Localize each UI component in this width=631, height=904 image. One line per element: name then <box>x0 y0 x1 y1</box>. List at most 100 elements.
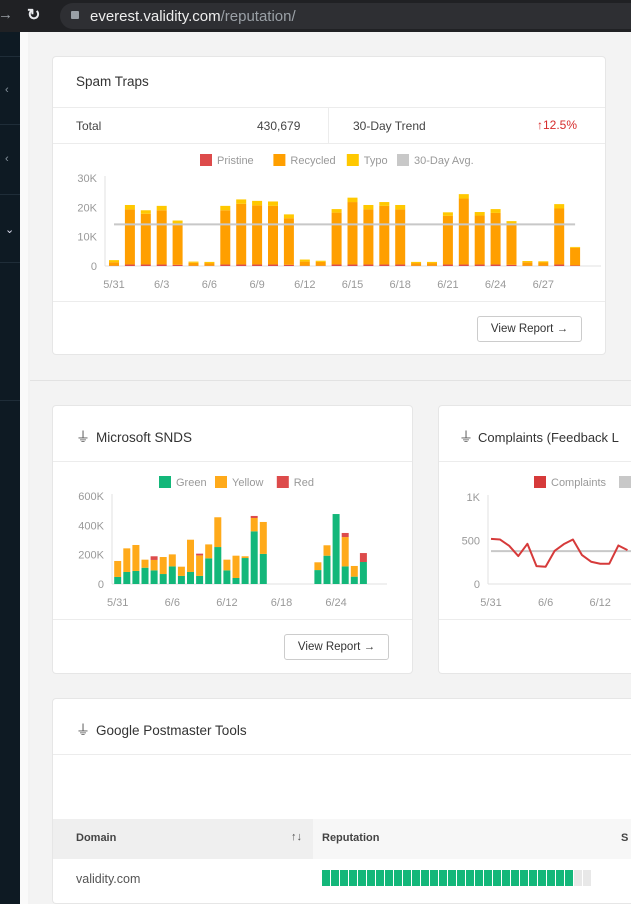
arrow-right-icon: → <box>556 323 569 335</box>
bar-typo <box>172 220 183 225</box>
bar-green <box>123 571 131 584</box>
legend-swatch <box>215 476 227 488</box>
bar-recycled <box>442 215 453 265</box>
view-report-button[interactable]: View Report → <box>284 634 389 660</box>
button-label: View Report <box>297 641 361 653</box>
arrow-right-icon: → <box>363 641 376 653</box>
x-tick-label: 6/6 <box>538 597 553 609</box>
chevron-down-icon[interactable]: ⌄ <box>5 224 15 236</box>
bar-yellow <box>205 544 213 559</box>
bar-typo <box>538 261 549 263</box>
bar-recycled <box>427 263 437 266</box>
content-left-edge <box>20 32 28 904</box>
card-header: ⏚ Complaints (Feedback L <box>459 427 619 447</box>
legend-label: Green <box>176 477 207 489</box>
complaints-card: ⏚ Complaints (Feedback L Complaints 0 500 1K… <box>438 405 631 674</box>
view-report-button[interactable]: View Report → <box>477 316 582 342</box>
bar-yellow <box>159 557 167 575</box>
bar-typo <box>283 214 294 219</box>
bar-typo <box>236 199 247 204</box>
plug-icon: ⏚ <box>76 722 90 738</box>
bar-pristine <box>124 264 135 266</box>
card-title: Spam Traps <box>76 74 149 89</box>
sort-icon[interactable]: ↑↓ <box>291 831 302 843</box>
legend-label: Complaints <box>551 477 607 489</box>
y-tick-label: 30K <box>77 173 97 185</box>
y-tick-label: 0 <box>91 261 97 273</box>
browser-toolbar: → ↻ everest.validity.com/reputation/ <box>0 0 631 32</box>
x-tick-label: 6/12 <box>589 597 610 609</box>
bar-typo <box>109 260 119 263</box>
lock-icon <box>71 11 79 19</box>
sidebar: ‹ ‹ ⌄ <box>0 32 20 904</box>
bar-yellow <box>214 517 222 548</box>
reputation-segment <box>556 870 564 886</box>
bar-typo <box>490 209 501 213</box>
bar-green <box>314 570 322 584</box>
bar-green <box>177 575 185 584</box>
bar-recycled <box>538 262 549 266</box>
legend-swatch <box>273 154 286 166</box>
bar-recycled <box>109 262 119 266</box>
y-tick-label: 0 <box>98 579 104 591</box>
bar-yellow <box>350 565 358 577</box>
reputation-segment <box>412 870 420 886</box>
bar-recycled <box>156 210 167 265</box>
bar-yellow <box>150 559 158 571</box>
reputation-segment <box>475 870 483 886</box>
bar-pristine <box>570 265 581 266</box>
chevron-left-icon[interactable]: ‹ <box>5 153 9 165</box>
bar-recycled <box>554 208 565 265</box>
reputation-segment <box>547 870 555 886</box>
bar-red <box>250 515 258 518</box>
x-tick-label: 6/24 <box>325 597 346 609</box>
column-header-reputation[interactable]: Reputation <box>322 832 380 844</box>
bar-typo <box>395 204 406 210</box>
column-header-domain[interactable]: Domain <box>76 832 117 844</box>
legend-swatch <box>534 476 546 488</box>
bar-pristine <box>474 264 485 266</box>
reputation-segment <box>493 870 501 886</box>
bar-typo <box>379 202 390 206</box>
bar-green <box>205 558 213 584</box>
bar-red <box>150 556 158 560</box>
reload-icon[interactable]: ↻ <box>27 7 41 24</box>
address-bar[interactable]: everest.validity.com/reputation/ <box>60 3 631 29</box>
bar-typo <box>347 197 358 203</box>
card-header: ⏚ Google Postmaster Tools <box>76 720 247 740</box>
column-header-s[interactable]: S <box>621 832 629 844</box>
bar-yellow <box>123 548 131 572</box>
bar-recycled <box>220 210 231 265</box>
card-title: Complaints (Feedback L <box>478 430 619 445</box>
legend-label: Yellow <box>232 477 263 489</box>
x-tick-label: 5/31 <box>103 279 124 291</box>
reputation-segment <box>583 870 591 886</box>
y-tick-label: 400K <box>78 520 104 532</box>
reputation-segment <box>349 870 357 886</box>
bar-pristine <box>554 264 565 266</box>
x-tick-label: 6/18 <box>271 597 292 609</box>
bar-yellow <box>168 554 176 567</box>
reputation-segment <box>511 870 519 886</box>
bar-green <box>323 555 331 584</box>
snds-chart: Green Yellow Red 0 200K 400K 600K 5/31 6/6 6/12 6/… <box>78 476 387 609</box>
bar-recycled <box>522 262 533 266</box>
bar-typo <box>442 212 453 216</box>
bar-recycled <box>140 213 151 265</box>
spam-traps-chart: Pristine Recycled Typo 30-Day Avg. 0 10K 20K 30… <box>77 154 601 291</box>
bar-recycled <box>299 261 310 266</box>
bar-green <box>150 570 158 584</box>
trend-percent: 12.5% <box>543 118 578 132</box>
table-row[interactable]: validity.com <box>53 859 631 899</box>
reputation-segment <box>394 870 402 886</box>
bar-pristine <box>220 264 231 266</box>
reputation-segment <box>457 870 465 886</box>
bar-red <box>341 532 349 538</box>
chevron-left-icon[interactable]: ‹ <box>5 84 9 96</box>
bar-green <box>250 531 258 584</box>
bar-pristine <box>442 264 453 266</box>
bar-typo <box>427 261 437 264</box>
legend-label: Pristine <box>217 155 254 167</box>
y-tick-label: 0 <box>474 579 480 591</box>
forward-arrow-icon[interactable]: → <box>0 6 13 23</box>
